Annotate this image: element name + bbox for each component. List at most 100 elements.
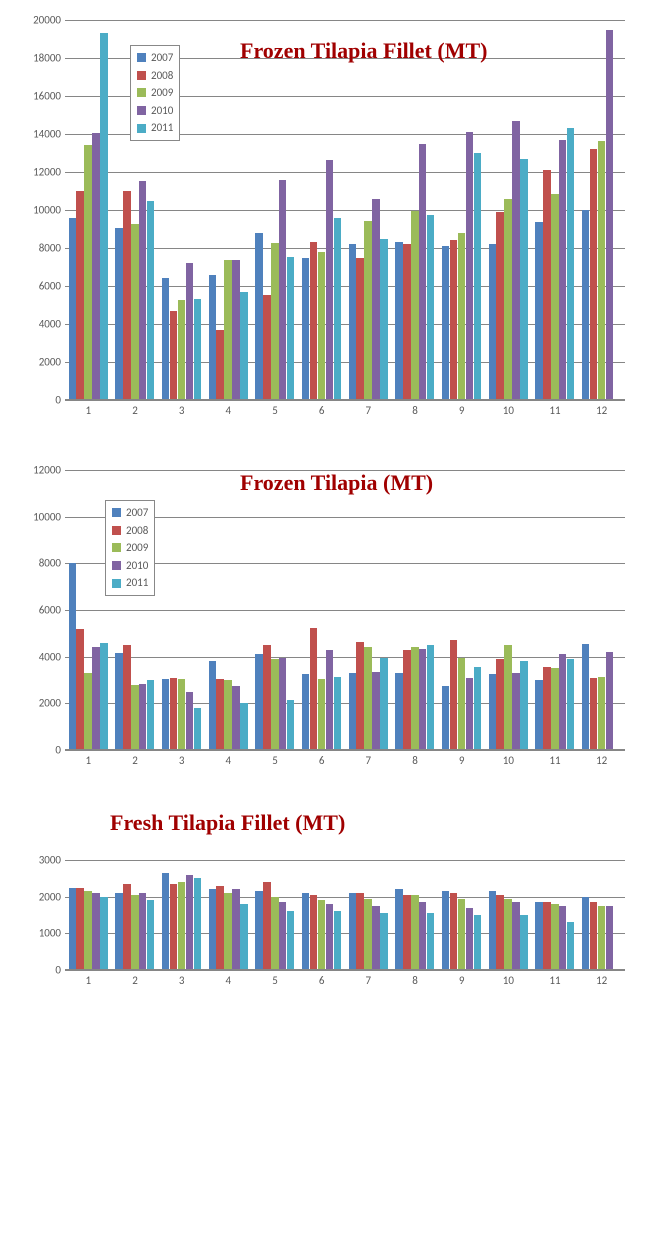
bar-2011-5 [287,257,295,400]
bar-2007-3 [162,278,170,400]
chart2-title: Frozen Tilapia (MT) [240,470,433,496]
gridline [65,750,625,751]
bar-2011-11 [567,922,575,970]
bar-2007-6 [302,674,310,750]
bar-2007-6 [302,258,310,401]
bar-2009-5 [271,243,279,400]
bar-2009-3 [178,679,186,750]
x-tick-label: 11 [549,750,560,767]
x-tick-label: 4 [226,970,232,987]
y-tick-label: 4000 [39,318,65,331]
bar-2010-7 [372,199,380,400]
x-tick-label: 4 [226,750,232,767]
y-tick-label: 6000 [39,604,65,617]
x-tick-label: 11 [549,400,560,417]
bar-2010-1 [92,647,100,750]
bar-2008-10 [496,212,504,400]
legend-swatch [137,124,146,133]
chart3-container: 0100020003000123456789101112Fresh Tilapi… [10,810,635,1000]
bar-2007-3 [162,873,170,970]
bar-2008-8 [403,895,411,970]
x-tick-label: 12 [596,400,607,417]
bar-2008-2 [123,191,131,400]
bar-2007-1 [69,218,77,400]
bar-2009-8 [411,211,419,400]
legend-item-2008: 2008 [137,67,173,85]
bar-2011-3 [194,708,202,750]
bar-2010-5 [279,180,287,400]
x-tick-label: 9 [459,400,465,417]
bar-2011-6 [334,911,342,970]
bar-2010-12 [606,906,614,970]
y-tick-label: 0 [55,394,65,407]
bar-2009-10 [504,199,512,400]
bar-2007-4 [209,661,217,750]
bar-2010-11 [559,654,567,750]
y-tick-label: 2000 [39,356,65,369]
x-tick-label: 9 [459,750,465,767]
bar-2011-7 [380,239,388,401]
bar-2008-5 [263,645,271,750]
x-tick-label: 10 [503,400,514,417]
bar-2010-12 [606,652,614,750]
bar-2010-8 [419,902,427,970]
bar-2007-9 [442,246,450,400]
legend-swatch [112,508,121,517]
x-tick-label: 6 [319,970,325,987]
bar-2007-8 [395,242,403,400]
bar-2010-1 [92,133,100,400]
x-axis-line [65,749,625,750]
bar-2010-9 [466,678,474,750]
bar-2010-2 [139,893,147,970]
bar-2011-1 [100,897,108,970]
bar-2007-4 [209,889,217,970]
legend-swatch [137,88,146,97]
bar-2008-3 [170,311,178,400]
bar-2011-5 [287,700,295,750]
bar-2009-12 [598,677,606,751]
legend-item-2008: 2008 [112,522,148,540]
bar-2009-6 [318,679,326,750]
bar-2009-4 [224,680,232,750]
bar-2011-4 [240,292,248,400]
legend-label: 2008 [126,522,148,540]
bar-2011-10 [520,915,528,970]
bar-2008-9 [450,893,458,970]
bar-2011-2 [147,201,155,401]
bar-2007-8 [395,889,403,970]
bar-2007-9 [442,686,450,750]
gridline [65,20,625,21]
legend-label: 2009 [151,84,173,102]
y-tick-label: 0 [55,744,65,757]
bar-2008-10 [496,895,504,970]
bar-2009-8 [411,647,419,750]
y-tick-label: 12000 [33,166,65,179]
bar-2010-10 [512,673,520,750]
bar-2010-6 [326,650,334,750]
legend-label: 2009 [126,539,148,557]
legend-swatch [137,106,146,115]
x-tick-label: 6 [319,750,325,767]
bar-2010-2 [139,684,147,751]
x-tick-label: 11 [549,970,560,987]
bar-2008-3 [170,884,178,970]
bar-2008-6 [310,628,318,751]
x-tick-label: 3 [179,400,185,417]
bar-2008-4 [216,886,224,970]
bar-2009-2 [131,895,139,970]
y-tick-label: 4000 [39,650,65,663]
y-tick-label: 0 [55,964,65,977]
x-tick-label: 12 [596,750,607,767]
x-tick-label: 8 [412,750,418,767]
bar-2008-12 [590,149,598,400]
bar-2008-10 [496,659,504,750]
bar-2008-11 [543,667,551,750]
bar-2007-11 [535,680,543,750]
bar-2009-11 [551,668,559,750]
bar-2008-6 [310,895,318,970]
x-tick-label: 10 [503,750,514,767]
bar-2007-12 [582,644,590,750]
y-tick-label: 3000 [39,854,65,867]
bar-2011-1 [100,643,108,750]
x-tick-label: 12 [596,970,607,987]
